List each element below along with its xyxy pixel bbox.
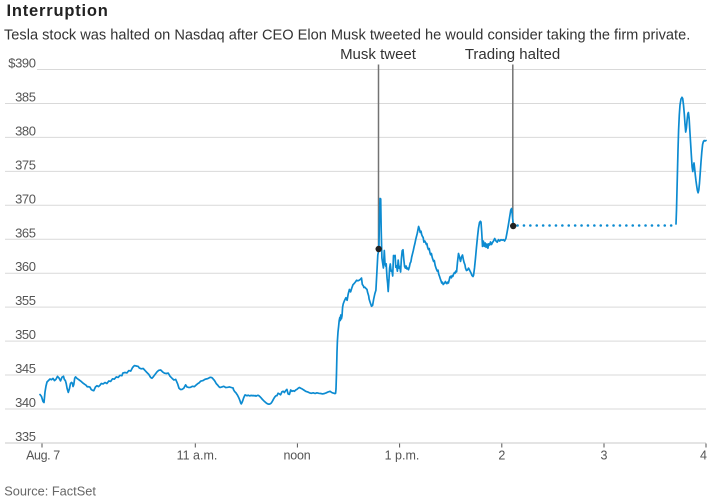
svg-text:335: 335 — [15, 429, 36, 444]
svg-text:385: 385 — [15, 89, 36, 104]
svg-text:1 p.m.: 1 p.m. — [385, 449, 420, 463]
svg-text:360: 360 — [15, 259, 36, 274]
svg-text:Trading halted: Trading halted — [465, 46, 560, 63]
svg-text:380: 380 — [15, 123, 36, 138]
svg-text:345: 345 — [15, 361, 36, 376]
svg-text:340: 340 — [15, 395, 36, 410]
svg-text:3: 3 — [601, 449, 608, 463]
svg-text:Aug. 7: Aug. 7 — [26, 449, 60, 463]
svg-text:370: 370 — [15, 191, 36, 206]
svg-text:365: 365 — [15, 225, 36, 240]
svg-text:4: 4 — [700, 449, 707, 463]
svg-text:375: 375 — [15, 157, 36, 172]
svg-text:355: 355 — [15, 293, 36, 308]
svg-text:Interruption: Interruption — [7, 2, 109, 20]
svg-text:Source: FactSet: Source: FactSet — [4, 484, 96, 499]
svg-text:Tesla stock was halted on Nasd: Tesla stock was halted on Nasdaq after C… — [4, 28, 690, 44]
svg-text:noon: noon — [283, 449, 310, 463]
svg-text:11 a.m.: 11 a.m. — [177, 449, 218, 463]
svg-text:Musk tweet: Musk tweet — [340, 46, 417, 63]
svg-text:350: 350 — [15, 327, 36, 342]
svg-text:$390: $390 — [8, 56, 35, 71]
svg-text:2: 2 — [498, 449, 505, 463]
